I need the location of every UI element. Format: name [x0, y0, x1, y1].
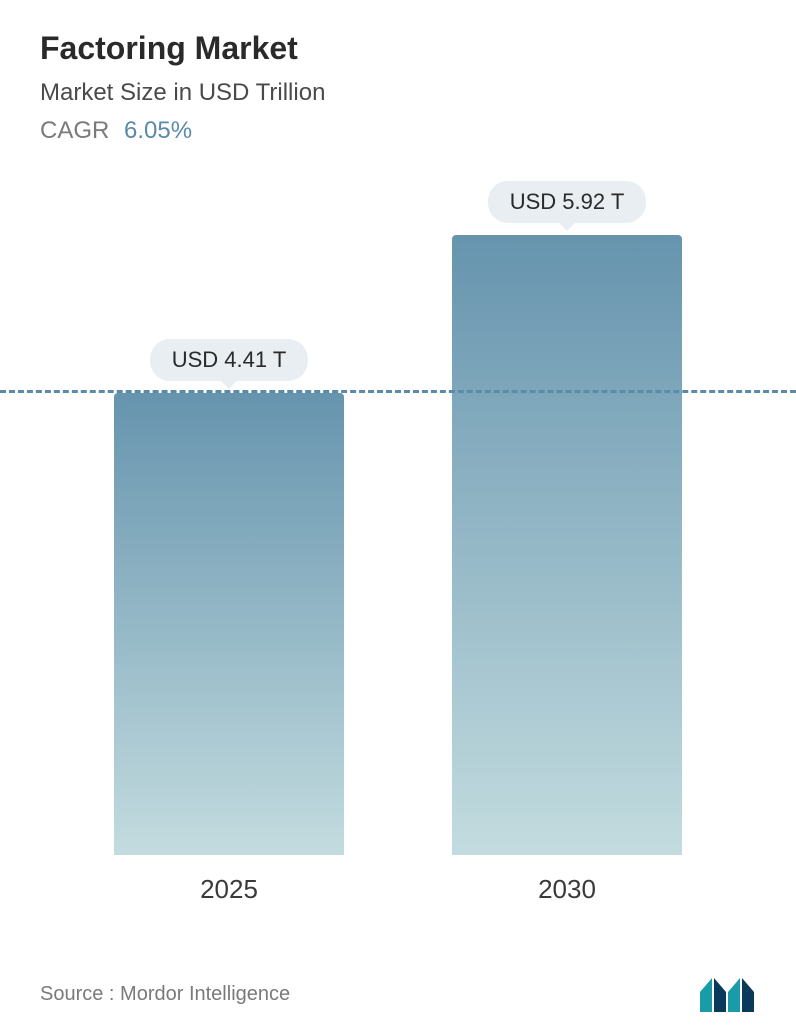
chart-subtitle: Market Size in USD Trillion	[40, 79, 756, 107]
bar	[114, 393, 344, 855]
chart-footer: Source : Mordor Intelligence	[40, 974, 756, 1014]
bars-container: USD 4.41 T USD 5.92 T	[0, 175, 796, 855]
x-axis-labels: 2025 2030	[0, 874, 796, 905]
reference-line	[0, 390, 796, 393]
bar-value-label: USD 5.92 T	[488, 181, 647, 223]
cagr-row: CAGR 6.05%	[40, 117, 756, 145]
bar	[452, 235, 682, 855]
x-axis-label: 2025	[114, 874, 344, 905]
brand-logo-icon	[698, 974, 756, 1014]
source-text: Source : Mordor Intelligence	[40, 983, 290, 1006]
bar-group: USD 4.41 T	[114, 339, 344, 855]
chart-header: Factoring Market Market Size in USD Tril…	[0, 0, 796, 155]
bar-value-label: USD 4.41 T	[150, 339, 309, 381]
cagr-label: CAGR	[40, 117, 109, 144]
bar-group: USD 5.92 T	[452, 181, 682, 855]
chart-title: Factoring Market	[40, 30, 756, 67]
chart-area: USD 4.41 T USD 5.92 T 2025 2030	[0, 175, 796, 915]
x-axis-label: 2030	[452, 874, 682, 905]
cagr-value: 6.05%	[124, 117, 192, 144]
